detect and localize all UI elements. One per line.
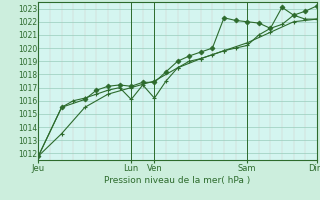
X-axis label: Pression niveau de la mer( hPa ): Pression niveau de la mer( hPa ) — [104, 176, 251, 185]
